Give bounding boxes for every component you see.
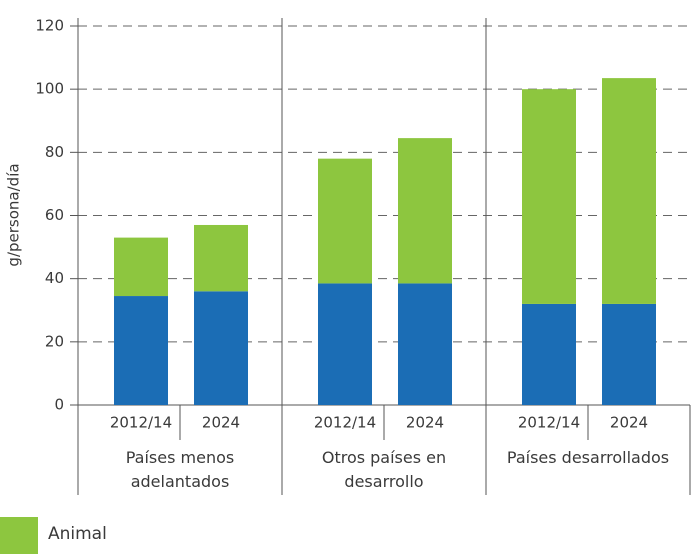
bar-segment: [114, 296, 168, 405]
bar-segment: [522, 89, 576, 304]
bar-segment: [194, 291, 248, 405]
y-tick-label: 120: [35, 17, 64, 35]
y-tick-label: 20: [45, 332, 64, 350]
y-tick-label: 80: [45, 143, 64, 161]
y-tick-label: 40: [45, 269, 64, 287]
bar-segment: [318, 158, 372, 284]
x-tick-label: 2024: [610, 414, 648, 432]
y-tick-label: 60: [45, 206, 64, 224]
x-tick-label: 2024: [202, 414, 240, 432]
bar-segment: [522, 303, 576, 405]
x-tick-label: 2024: [406, 414, 444, 432]
group-label: Otros países en desarrollo: [321, 448, 447, 491]
group-label: Países menos adelantados: [125, 448, 235, 491]
bar-segment: [398, 283, 452, 405]
bar-segment: [114, 237, 168, 297]
legend-label: Animal: [48, 524, 107, 544]
bar-segment: [318, 283, 372, 405]
x-tick-label: 2012/14: [110, 414, 172, 432]
bar-segment: [398, 138, 452, 284]
bar-segment: [602, 303, 656, 405]
y-tick-label: 100: [35, 80, 64, 98]
legend-swatch: [0, 517, 38, 554]
x-tick-label: 2012/14: [314, 414, 376, 432]
group-label: Países desarrollados: [506, 448, 670, 467]
y-axis-label: g/persona/día: [5, 163, 23, 266]
bar-segment: [602, 78, 656, 304]
x-tick-label: 2012/14: [518, 414, 580, 432]
bar-segment: [194, 224, 248, 292]
y-tick-label: 0: [54, 396, 64, 414]
